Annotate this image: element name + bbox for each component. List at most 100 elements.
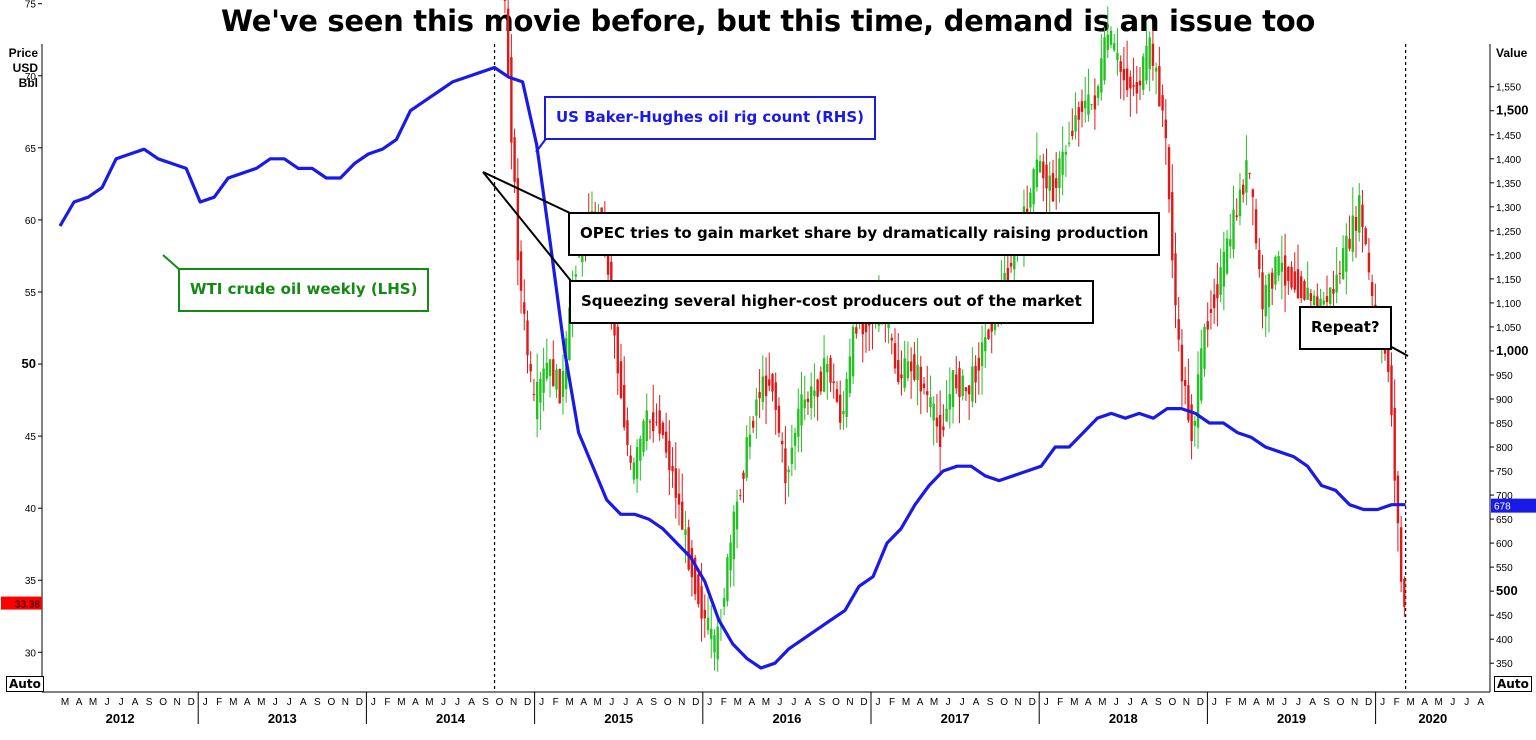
x-month-label: D: [356, 697, 363, 708]
x-month-label: M: [565, 697, 573, 708]
wti-candle-body: [532, 393, 536, 395]
right-tick-label: 1,350: [1496, 179, 1521, 190]
x-month-label: A: [1253, 697, 1260, 708]
x-month-label: F: [1225, 697, 1231, 708]
chart-title: We've seen this movie before, but this t…: [221, 4, 1315, 38]
right-tick-label: 550: [1496, 563, 1513, 574]
x-month-label: A: [1421, 697, 1428, 708]
wti-candle-body: [539, 378, 542, 403]
wti-candle-body: [748, 434, 752, 447]
x-month-label: M: [1238, 697, 1246, 708]
rig-count-callout: US Baker-Hughes oil rig count (RHS): [544, 96, 876, 140]
x-month-label: A: [580, 697, 587, 708]
wti-candle-body: [784, 448, 787, 484]
current-rig-label: 678: [1494, 502, 1511, 513]
wti-candle-body: [764, 375, 768, 397]
wti-candle-body: [819, 371, 823, 392]
left-axis-title-line: Price: [9, 46, 39, 60]
wti-candle-body: [1309, 293, 1313, 301]
wti-candle-body: [1077, 107, 1080, 120]
wti-candle-body: [1067, 142, 1071, 144]
wti-candle-body: [771, 373, 774, 392]
wti-candle-body: [803, 399, 806, 409]
wti-candle-body: [526, 320, 529, 356]
x-month-label: N: [678, 697, 685, 708]
wti-candle-body: [935, 417, 939, 427]
x-month-label: O: [1168, 697, 1176, 708]
wti-candle-body: [1283, 255, 1287, 286]
wti-candle-body: [839, 394, 842, 423]
wti-candle-body: [658, 410, 661, 434]
wti-candle-body: [506, 8, 510, 76]
wti-candle-body: [1325, 296, 1329, 303]
wti-candle-body: [1367, 252, 1371, 273]
x-month-label: A: [917, 697, 924, 708]
squeeze-callout: Squeezing several higher-cost producers …: [569, 280, 1094, 324]
x-month-label: D: [692, 697, 699, 708]
wti-candle-body: [1267, 274, 1271, 308]
x-year-label: 2013: [268, 711, 297, 726]
wti-candle-body: [697, 574, 700, 605]
wti-candle-body: [1300, 276, 1303, 299]
wti-candle-body: [523, 302, 526, 314]
wti-candle-body: [1135, 82, 1138, 94]
left-tick-label: 35: [25, 576, 37, 587]
x-month-label: M: [1406, 697, 1414, 708]
left-auto-label[interactable]: Auto: [6, 676, 44, 692]
x-month-label: J: [1450, 697, 1455, 708]
wti-candle-body: [1164, 119, 1168, 139]
wti-candle-body: [951, 370, 955, 407]
wti-candle-body: [1167, 147, 1171, 200]
wti-candle-body: [558, 368, 561, 404]
wti-candle-body: [519, 251, 523, 291]
wti-candle-body: [1306, 287, 1309, 300]
x-month-label: J: [287, 697, 292, 708]
x-month-label: F: [216, 697, 222, 708]
x-month-label: J: [539, 697, 544, 708]
wti-candle-body: [1203, 326, 1206, 369]
right-auto-label[interactable]: Auto: [1494, 676, 1532, 692]
x-month-label: N: [510, 697, 517, 708]
wti-candle-body: [1190, 404, 1193, 442]
wti-candle-body: [1122, 68, 1126, 81]
wti-candle-body: [961, 375, 964, 397]
left-axis-title-line: Bbl: [19, 76, 38, 90]
wti-candle-body: [1038, 160, 1042, 173]
x-month-label: A: [805, 697, 812, 708]
wti-candle-body: [809, 386, 813, 408]
x-month-label: J: [441, 697, 446, 708]
wti-candle-body: [967, 385, 971, 395]
wti-candle-body: [626, 420, 629, 446]
x-month-label: A: [300, 697, 307, 708]
x-month-label: D: [1365, 697, 1372, 708]
wti-candle-body: [958, 368, 961, 398]
x-month-label: A: [76, 697, 83, 708]
wti-candle-body: [1151, 43, 1155, 66]
wti-candle-body: [751, 420, 755, 428]
wti-candle-body: [1258, 249, 1261, 270]
wti-candle-body: [1103, 37, 1106, 81]
wti-candle-body: [916, 364, 919, 381]
wti-candle-body: [645, 410, 648, 441]
x-month-label: J: [105, 697, 110, 708]
x-month-label: J: [1044, 697, 1049, 708]
wti-candle-body: [1174, 253, 1177, 306]
wti-candle-body: [1387, 345, 1390, 373]
wti-candle-body: [932, 403, 935, 421]
wti-candle-body: [1090, 104, 1093, 106]
x-month-label: O: [496, 697, 504, 708]
wti-callout-leader: [162, 254, 181, 271]
wti-candle-body: [938, 414, 942, 447]
wti-candle-body: [1145, 45, 1148, 81]
wti-candle-body: [855, 327, 858, 334]
wti-candle-body: [816, 379, 819, 397]
x-year-label: 2015: [604, 711, 633, 726]
wti-candle-body: [990, 317, 993, 332]
wti-candle-body: [1042, 161, 1045, 179]
right-tick-label: 1,200: [1496, 251, 1521, 262]
x-month-label: A: [1477, 697, 1484, 708]
wti-candle-body: [903, 358, 906, 388]
x-month-label: D: [524, 697, 531, 708]
left-tick-label: 50: [22, 356, 36, 371]
wti-candle-body: [1106, 34, 1109, 50]
